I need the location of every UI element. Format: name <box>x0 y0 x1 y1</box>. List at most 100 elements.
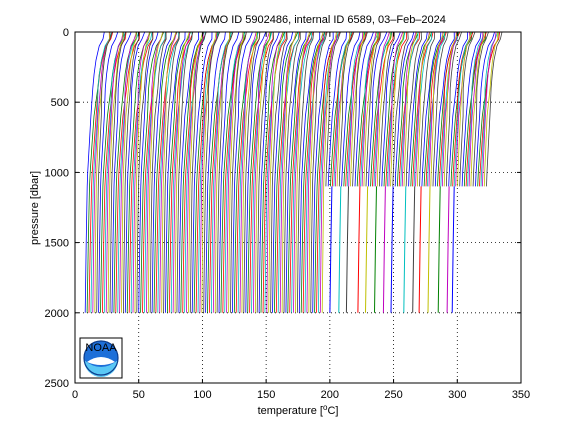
x-tick-label: 300 <box>448 389 466 401</box>
profile-line <box>124 31 146 313</box>
profile-line <box>486 31 503 187</box>
profile-line <box>151 31 172 313</box>
profile-line <box>483 31 499 187</box>
profile-line <box>327 31 347 187</box>
profile-line <box>123 31 140 313</box>
profile-line <box>468 31 484 187</box>
deep-profile-line <box>338 186 342 313</box>
profile-line <box>388 31 404 187</box>
profile-line <box>428 31 444 187</box>
profile-line <box>370 31 393 187</box>
profile-line <box>258 31 280 313</box>
profile-line <box>84 31 105 313</box>
profile-line <box>413 31 433 187</box>
x-tick-label: 50 <box>133 389 145 401</box>
profile-line <box>144 31 166 313</box>
profile-line <box>220 31 245 313</box>
profile-line <box>163 31 180 313</box>
x-tick-label: 100 <box>193 389 211 401</box>
x-tick-label: 150 <box>257 389 275 401</box>
profile-line <box>310 31 328 313</box>
deep-profile-line <box>403 186 407 313</box>
profile-line <box>368 31 388 187</box>
profile-line <box>417 31 431 187</box>
profile-line <box>358 31 381 187</box>
profile-line <box>461 31 482 187</box>
profile-line <box>239 31 257 313</box>
deep-profile-line <box>382 186 386 313</box>
profile-line <box>387 31 406 187</box>
profile-line <box>264 31 286 313</box>
profile-line <box>266 31 284 313</box>
y-tick-label: 1000 <box>45 167 69 179</box>
profile-line <box>312 31 334 313</box>
profile-line <box>216 31 234 313</box>
profile-line <box>421 31 442 187</box>
profile-line <box>146 31 164 313</box>
profile-line <box>136 31 154 313</box>
profile-line <box>138 31 159 313</box>
profile-line <box>363 31 378 187</box>
profile-line <box>96 31 113 313</box>
profile-line <box>134 31 150 313</box>
noaa-logo: NOAA <box>79 337 123 379</box>
profile-line <box>463 31 486 187</box>
deep-profile-line <box>427 186 431 313</box>
profile-line <box>405 31 422 187</box>
profile-line <box>119 31 137 313</box>
profile-line <box>293 31 310 313</box>
profile-line <box>457 31 471 187</box>
profile-line <box>321 31 337 313</box>
profile-line <box>348 31 364 187</box>
profile-line <box>165 31 186 313</box>
profile-line <box>245 31 267 313</box>
profile-line <box>226 31 244 313</box>
profile-line <box>268 31 284 313</box>
profile-line <box>272 31 294 313</box>
profile-line <box>132 31 151 313</box>
deep-profile-line <box>374 186 377 313</box>
profile-line <box>228 31 244 313</box>
profile-line <box>270 31 288 313</box>
profile-line <box>189 31 207 313</box>
y-tick-label: 2500 <box>45 378 69 390</box>
profile-line <box>218 31 240 313</box>
profile-line <box>176 31 194 313</box>
profile-line <box>308 31 324 313</box>
profile-line <box>375 31 390 187</box>
y-axis-label: pressure [dbar] <box>29 171 41 245</box>
x-tick-label: 0 <box>72 389 78 401</box>
profile-line <box>174 31 190 313</box>
y-axis-ticks: 0 500 1000 1500 2000 2500 <box>45 27 521 390</box>
profile-line <box>107 31 124 313</box>
profile-line <box>442 31 457 187</box>
profile-line <box>467 31 485 187</box>
profile-line <box>438 31 461 187</box>
profile-line <box>350 31 365 187</box>
profile-line <box>203 31 220 313</box>
profile-line <box>230 31 247 313</box>
profile-line <box>201 31 217 313</box>
deep-profile-line <box>446 186 450 313</box>
profile-line <box>352 31 368 187</box>
profile-line <box>243 31 261 313</box>
profile-line <box>287 31 312 313</box>
profile-line <box>256 31 274 313</box>
deep-profile-line <box>390 186 394 313</box>
profile-line <box>432 31 449 187</box>
deep-profile-line <box>357 186 361 313</box>
deep-profile-line <box>365 186 369 313</box>
profile-line <box>338 31 355 187</box>
profile-line <box>277 31 299 313</box>
profile-line <box>298 32 321 313</box>
profile-line <box>232 31 253 313</box>
profile-line <box>425 31 447 187</box>
profile-line <box>210 31 233 313</box>
profile-line <box>295 31 311 313</box>
profile-line <box>113 31 138 313</box>
profile-line <box>90 31 113 313</box>
profile-line <box>178 31 200 313</box>
profile-line <box>381 31 401 187</box>
profile-line <box>430 31 445 187</box>
